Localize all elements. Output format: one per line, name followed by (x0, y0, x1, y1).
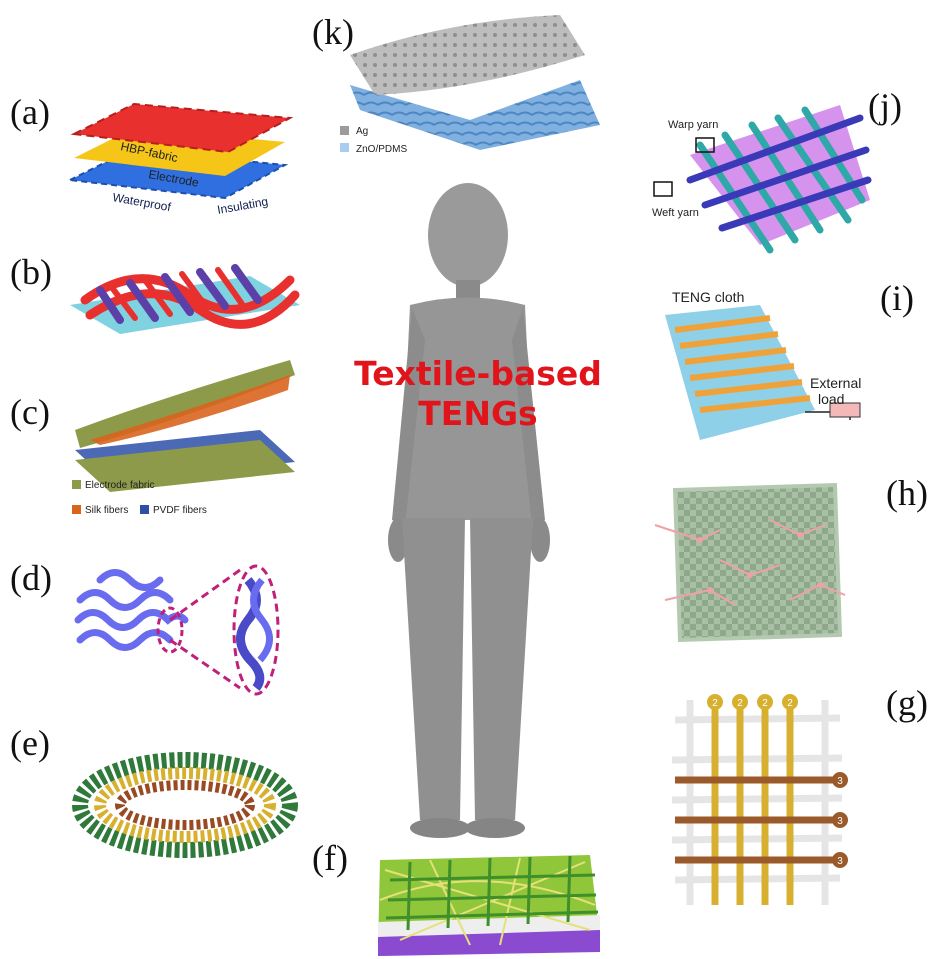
panel-e-label: (e) (10, 723, 50, 763)
panel-i-label: (i) (880, 278, 914, 318)
legend-swatch-zno (340, 143, 349, 152)
panel-h-label: (h) (886, 473, 928, 513)
figure-left-arm (392, 308, 425, 525)
panel-g: (g) 2 2 2 2 3 3 3 (671, 683, 928, 905)
legend-zno-pdms: ZnO/PDMS (356, 144, 407, 155)
panel-k: (k) Ag ZnO/PDMS (312, 12, 600, 155)
panel-g-label: (g) (886, 683, 928, 723)
panel-k-label: (k) (312, 12, 354, 52)
svg-text:2: 2 (787, 698, 793, 709)
panel-a-label: (a) (10, 92, 50, 132)
legend-electrode-fabric: Electrode fabric (85, 480, 154, 491)
yarn-markers-2: 2 2 2 2 (707, 694, 798, 710)
svg-text:2: 2 (712, 698, 718, 709)
legend-swatch-electrode (72, 480, 81, 489)
panel-i: (i) TENG cloth External load (665, 278, 914, 440)
legend-silk-fibers: Silk fibers (85, 505, 128, 516)
panel-d-label: (d) (10, 558, 52, 598)
panel-a: (a) HBP-fabric Electrode Waterproof Insu… (10, 92, 294, 217)
figure-torso (400, 297, 535, 520)
panel-f: (f) (312, 838, 600, 956)
panel-c-label: (c) (10, 392, 50, 432)
top-electrode-fabric (75, 360, 295, 448)
panel-d: (d) (10, 558, 280, 696)
figure-right-arm (512, 308, 545, 525)
center-title-line1: Textile-based (354, 354, 602, 393)
panel-f-label: (f) (312, 838, 348, 878)
svg-text:2: 2 (737, 698, 743, 709)
external-load-box (829, 402, 861, 418)
panel-j-label: (j) (868, 86, 902, 126)
zoom-ellipse (232, 564, 280, 696)
knit-structure (74, 569, 189, 651)
legend-ag: Ag (356, 126, 368, 137)
external-load-line1: External (810, 375, 861, 391)
warp-callout-box (695, 137, 715, 153)
weft-yarn-label: Weft yarn (652, 207, 699, 219)
figure-head (428, 183, 508, 287)
legend-swatch-silk (72, 505, 81, 514)
legend-pvdf-fibers: PVDF fibers (153, 505, 207, 516)
silk-fiber-layer (90, 375, 290, 445)
svg-text:3: 3 (837, 776, 843, 787)
bottom-electrode-fabric (75, 440, 295, 492)
svg-text:3: 3 (837, 816, 843, 827)
zoom-guide (169, 568, 241, 690)
svg-text:2: 2 (762, 698, 768, 709)
ag-layer (350, 15, 585, 95)
yarn-markers-3: 3 3 3 (832, 772, 848, 868)
panel-c: (c) Electrode fabric Silk fibers PVDF fi… (10, 360, 295, 516)
figure-right-leg (470, 518, 533, 820)
panel-b: (b) (10, 252, 300, 334)
panel-b-label: (b) (10, 252, 52, 292)
weft-callout-box (653, 181, 673, 197)
warp-yarn-label: Warp yarn (668, 119, 718, 131)
svg-text:3: 3 (837, 856, 843, 867)
panel-h: (h) (654, 473, 928, 643)
legend-swatch-ag (340, 126, 349, 135)
center-title-line2: TENGs (418, 394, 537, 433)
coaxial-yarn-ring (72, 752, 298, 858)
zno-pdms-layer (350, 80, 600, 150)
coated-fabric (672, 482, 843, 643)
waterproof-text: Waterproof (111, 190, 172, 214)
legend-swatch-pvdf (140, 505, 149, 514)
external-load-line2: load (818, 391, 844, 407)
panel-e: (e) (10, 723, 298, 858)
figure-left-leg (402, 518, 465, 820)
panel-j: (j) Warp yarn Weft yarn (652, 86, 902, 254)
human-figure (388, 183, 550, 838)
teng-cloth-label: TENG cloth (672, 289, 744, 305)
